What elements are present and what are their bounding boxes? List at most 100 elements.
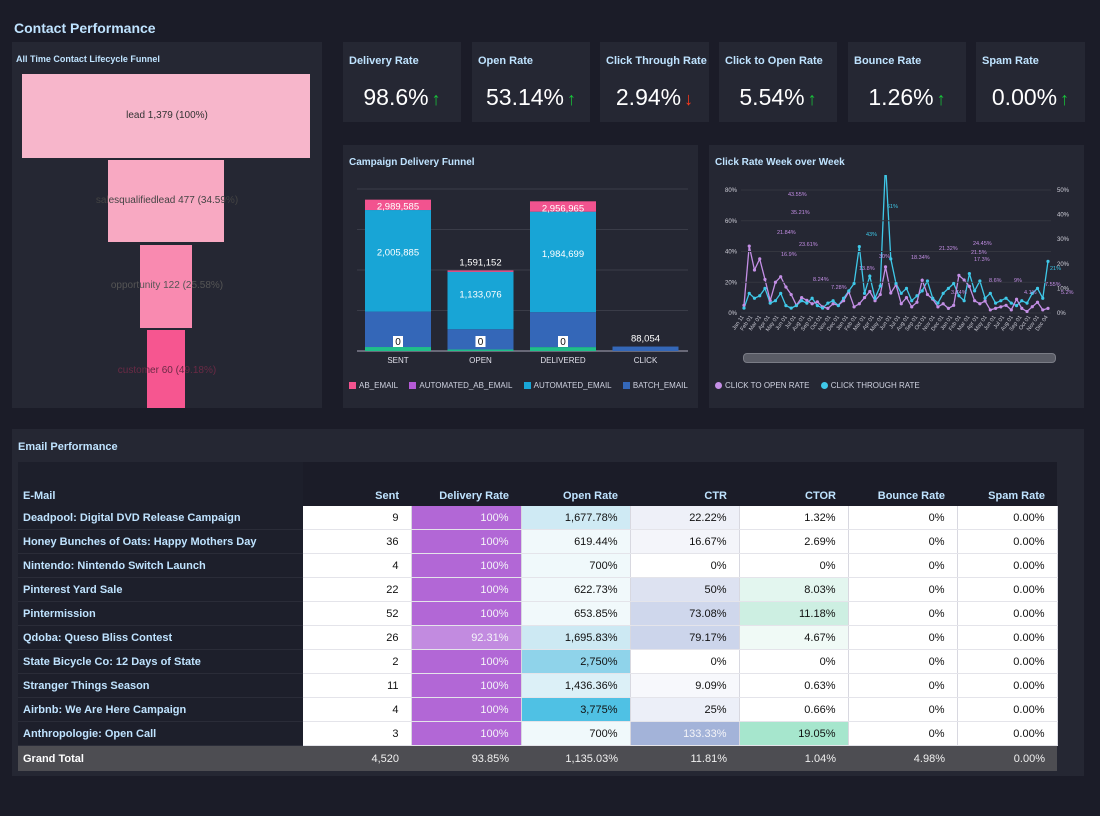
line-point[interactable]	[931, 296, 935, 300]
line-point[interactable]	[936, 305, 940, 309]
line-point[interactable]	[747, 291, 751, 295]
line-point[interactable]	[1014, 304, 1019, 308]
line-point[interactable]	[1004, 296, 1008, 300]
line-point[interactable]	[1009, 308, 1013, 312]
funnel-segment-sql[interactable]	[108, 160, 224, 242]
table-row[interactable]: Honey Bunches of Oats: Happy Mothers Day…	[18, 529, 1058, 554]
line-point[interactable]	[815, 304, 819, 308]
line-point[interactable]	[899, 302, 903, 306]
bar-segment-batch-email[interactable]	[612, 346, 679, 351]
line-point[interactable]	[1009, 301, 1013, 305]
email-name-cell[interactable]: Qdoba: Queso Bliss Contest	[18, 625, 303, 650]
table-row[interactable]: Deadpool: Digital DVD Release Campaign 9 1…	[18, 506, 1058, 530]
line-point[interactable]	[894, 281, 898, 286]
line-point[interactable]	[910, 299, 914, 303]
line-point[interactable]	[952, 281, 956, 286]
line-point[interactable]	[988, 291, 992, 295]
line-point[interactable]	[768, 299, 772, 303]
bar-segment-other[interactable]	[365, 347, 431, 351]
line-point[interactable]	[904, 296, 909, 300]
table-row[interactable]: Qdoba: Queso Bliss Contest 26 92.31% 1,695.…	[18, 625, 1058, 650]
line-point[interactable]	[773, 280, 778, 284]
line-point[interactable]	[784, 304, 788, 308]
line-point[interactable]	[789, 306, 793, 310]
line-point[interactable]	[752, 268, 757, 272]
email-name-cell[interactable]: Stranger Things Season	[18, 673, 303, 698]
column-header-delivery-rate[interactable]: Delivery Rate	[411, 462, 521, 506]
bar-segment-ab-email[interactable]	[530, 201, 596, 212]
legend-item-automated-ab-email[interactable]: AUTOMATED_AB_EMAIL	[409, 381, 512, 390]
line-point[interactable]	[941, 302, 945, 306]
line-point[interactable]	[889, 291, 893, 295]
table-row[interactable]: Airbnb: We Are Here Campaign 4 100% 3,775% 2…	[18, 697, 1058, 722]
column-header-ctor[interactable]: CTOR	[739, 462, 848, 506]
column-header-ctr[interactable]: CTR	[630, 462, 739, 506]
line-point[interactable]	[763, 277, 767, 282]
table-row[interactable]: Pintermission 52 100% 653.85% 73.08% 11.18% 0%…	[18, 601, 1058, 626]
line-point[interactable]	[883, 265, 888, 269]
table-row[interactable]: Anthropologie: Open Call 3 100% 700% 133.33%…	[18, 721, 1058, 746]
line-point[interactable]	[941, 291, 945, 295]
legend-item-click-to-open-rate[interactable]: CLICK TO OPEN RATE	[715, 381, 809, 390]
line-point[interactable]	[967, 284, 971, 289]
legend-item-batch-email[interactable]: BATCH_EMAIL	[622, 381, 688, 390]
line-point[interactable]	[841, 296, 846, 300]
line-point[interactable]	[1004, 303, 1008, 307]
line-point[interactable]	[857, 244, 861, 249]
email-name-cell[interactable]: State Bicycle Co: 12 Days of State	[18, 649, 303, 674]
line-point[interactable]	[993, 301, 998, 305]
line-point[interactable]	[983, 296, 987, 300]
line-point[interactable]	[978, 279, 982, 283]
line-point[interactable]	[1035, 300, 1040, 304]
bar-segment-ab-email[interactable]	[365, 199, 431, 211]
line-point[interactable]	[868, 274, 872, 278]
line-point[interactable]	[873, 299, 877, 303]
line-point[interactable]	[915, 294, 919, 298]
line-point[interactable]	[773, 299, 778, 303]
table-row[interactable]: Nintendo: Nintendo Switch Launch 4 100% 700…	[18, 553, 1058, 578]
bar-segment-automated-email[interactable]	[447, 271, 514, 330]
column-header-sent[interactable]: Sent	[303, 462, 411, 506]
legend-item-ab-email[interactable]: AB_EMAIL	[349, 381, 398, 390]
bar-segment-ab-email[interactable]	[447, 270, 514, 272]
line-point[interactable]	[957, 273, 961, 278]
email-name-cell[interactable]: Anthropologie: Open Call	[18, 721, 303, 746]
funnel-segment-lead[interactable]	[22, 74, 310, 158]
line-point[interactable]	[800, 296, 804, 300]
line-point[interactable]	[925, 279, 930, 283]
column-header-email[interactable]: E-Mail	[18, 462, 303, 506]
line-point[interactable]	[805, 298, 809, 302]
email-name-cell[interactable]: Airbnb: We Are Here Campaign	[18, 697, 303, 722]
line-point[interactable]	[915, 300, 919, 304]
line-point[interactable]	[758, 257, 762, 261]
line-point[interactable]	[946, 286, 951, 290]
line-point[interactable]	[836, 304, 840, 308]
funnel-segment-opportunity[interactable]	[140, 245, 192, 328]
line-point[interactable]	[910, 305, 914, 309]
email-name-cell[interactable]: Deadpool: Digital DVD Release Campaign	[18, 506, 303, 530]
line-point[interactable]	[758, 294, 762, 298]
email-name-cell[interactable]: Nintendo: Nintendo Switch Launch	[18, 553, 303, 578]
line-point[interactable]	[978, 302, 982, 306]
line-point[interactable]	[862, 291, 867, 295]
bar-segment-other[interactable]	[447, 349, 514, 351]
line-point[interactable]	[889, 257, 893, 261]
line-point[interactable]	[1030, 305, 1034, 309]
line-point[interactable]	[831, 299, 835, 303]
line-point[interactable]	[936, 301, 940, 305]
line-point[interactable]	[999, 299, 1003, 303]
line-point[interactable]	[826, 301, 830, 305]
range-scrollbar[interactable]	[743, 353, 1056, 363]
line-point[interactable]	[904, 286, 909, 290]
funnel-segment-customer[interactable]	[147, 330, 185, 408]
line-point[interactable]	[826, 306, 830, 310]
legend-item-automated-email[interactable]: AUTOMATED_EMAIL	[523, 381, 612, 390]
line-point[interactable]	[1046, 306, 1050, 310]
line-point[interactable]	[868, 289, 872, 294]
line-point[interactable]	[999, 305, 1003, 309]
line-point[interactable]	[962, 278, 966, 282]
line-point[interactable]	[952, 303, 956, 307]
line-point[interactable]	[779, 291, 783, 295]
line-point[interactable]	[973, 289, 977, 293]
table-row[interactable]: Stranger Things Season 11 100% 1,436.36% 9.0…	[18, 673, 1058, 698]
